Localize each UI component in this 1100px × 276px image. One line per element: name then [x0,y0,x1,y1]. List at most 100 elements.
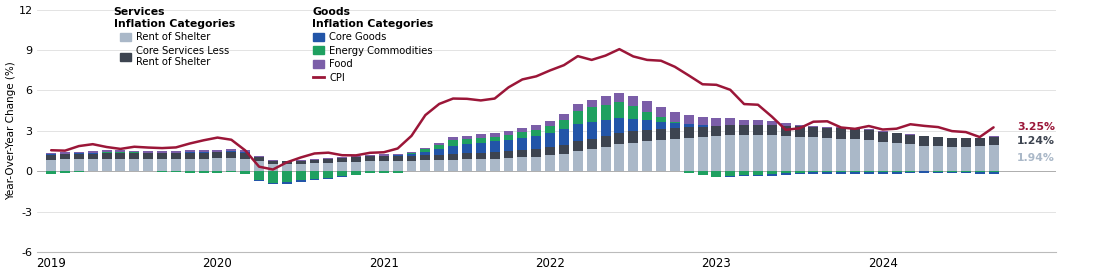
Bar [573,110,583,124]
Bar [296,164,306,171]
Bar [684,127,694,138]
Bar [504,135,514,140]
Bar [961,171,971,173]
Bar [989,145,999,171]
Bar [338,176,348,177]
Bar [476,153,486,159]
Bar [254,171,264,180]
Bar [351,157,361,162]
Bar [170,151,180,153]
Bar [170,171,180,172]
Bar [309,179,319,180]
Bar [490,141,499,152]
Bar [933,137,943,146]
Bar [309,163,319,171]
Bar [199,159,209,171]
Bar [754,136,763,171]
Bar [850,128,860,129]
Bar [143,151,153,153]
Bar [670,122,680,123]
Bar [794,171,804,173]
Bar [531,126,541,130]
Bar [74,171,84,172]
Bar [476,134,486,138]
Bar [670,112,680,122]
Bar [586,139,596,149]
Bar [240,159,250,171]
Bar [378,161,388,171]
Bar [60,160,70,171]
Bar [323,158,333,159]
Y-axis label: Year-Over-Year Change (%): Year-Over-Year Change (%) [6,61,15,200]
Bar [808,172,818,174]
Bar [393,161,403,171]
Bar [199,152,209,153]
Bar [739,120,749,125]
Bar [254,157,264,161]
Bar [420,155,430,160]
Bar [157,159,167,171]
Bar [101,159,111,171]
Bar [546,132,556,147]
Bar [739,136,749,171]
Bar [185,159,195,171]
Bar [546,155,556,171]
Bar [296,161,306,164]
Bar [101,150,111,152]
Bar [227,149,236,151]
Bar [130,153,140,159]
Bar [420,152,430,155]
Bar [933,171,943,173]
Bar [725,136,735,171]
Bar [282,161,292,164]
Bar [309,171,319,179]
Bar [601,136,610,147]
Bar [476,143,486,153]
Bar [725,176,735,177]
Bar [88,151,98,153]
Bar [157,153,167,159]
Bar [351,171,361,175]
Bar [697,127,707,137]
Bar [490,152,499,159]
Bar [407,154,417,156]
Bar [517,132,527,138]
Bar [504,131,514,135]
Bar [434,149,444,155]
Bar [268,171,278,182]
Bar [823,138,833,171]
Bar [670,123,680,128]
Bar [309,159,319,160]
Text: 1.24%: 1.24% [1018,136,1055,146]
Bar [517,150,527,157]
Bar [434,145,444,149]
Bar [697,137,707,171]
Bar [504,158,514,171]
Bar [754,171,763,175]
Bar [559,145,569,154]
Bar [628,106,638,119]
Bar [794,124,804,126]
Bar [490,133,499,137]
Bar [116,153,125,159]
Bar [878,142,888,171]
Bar [573,142,583,151]
Bar [199,153,209,159]
Bar [684,171,694,173]
Bar [378,171,388,173]
Bar [850,139,860,171]
Bar [476,159,486,171]
Bar [573,124,583,142]
Bar [88,159,98,171]
Bar [947,171,957,173]
Bar [517,128,527,132]
Bar [462,159,472,171]
Bar [546,126,556,132]
Bar [794,137,804,171]
Bar [697,171,707,176]
Bar [268,182,278,184]
Bar [46,154,56,155]
Bar [240,152,250,153]
Bar [975,172,984,174]
Bar [74,154,84,159]
